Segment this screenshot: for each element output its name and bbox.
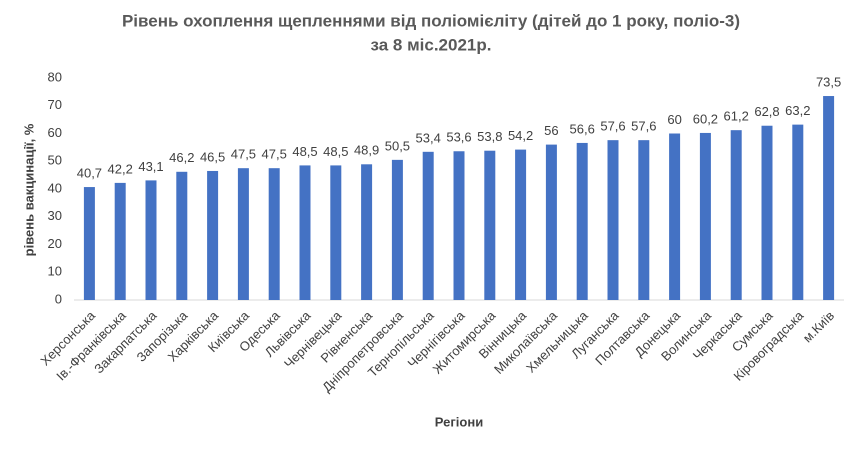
y-tick-label: 10	[48, 264, 62, 279]
bar	[114, 182, 126, 300]
bar	[361, 164, 373, 300]
chart-title: за 8 міс.2021р.	[371, 35, 492, 54]
bar	[730, 130, 742, 300]
data-label: 48,5	[323, 144, 348, 159]
y-tick-label: 20	[48, 236, 62, 251]
x-tick-label: м.Київ	[800, 308, 837, 345]
data-label: 48,9	[354, 143, 379, 158]
bar	[176, 171, 188, 300]
bar	[268, 168, 280, 300]
bar	[145, 180, 157, 300]
y-tick-label: 50	[48, 153, 62, 168]
data-label: 53,8	[477, 129, 502, 144]
y-tick-label: 40	[48, 180, 62, 195]
bar	[515, 149, 527, 300]
bar	[391, 159, 403, 300]
data-label: 47,5	[262, 147, 287, 162]
bar	[761, 125, 773, 300]
y-tick-label: 30	[48, 208, 62, 223]
data-label: 50,5	[385, 138, 410, 153]
data-label: 57,6	[631, 119, 656, 134]
data-label: 54,2	[508, 128, 533, 143]
y-tick-label: 80	[48, 69, 62, 84]
bar	[792, 124, 804, 301]
y-axis-title: рівень вакцинації, %	[21, 123, 36, 256]
bar	[607, 140, 619, 300]
bar	[699, 132, 711, 300]
data-label: 73,5	[816, 74, 841, 89]
data-label: 61,2	[724, 109, 749, 124]
data-label: 40,7	[77, 165, 102, 180]
data-label: 60	[667, 112, 681, 127]
data-label: 57,6	[600, 119, 625, 134]
data-label: 60,2	[693, 111, 718, 126]
x-axis-title: Регіони	[435, 414, 483, 429]
bar	[83, 187, 95, 300]
data-label: 46,2	[169, 150, 194, 165]
data-label: 53,4	[416, 130, 441, 145]
bar	[545, 144, 557, 300]
data-label: 53,6	[446, 130, 471, 145]
bar	[823, 96, 835, 300]
bar	[576, 142, 588, 300]
data-label: 63,2	[785, 103, 810, 118]
bar	[299, 165, 311, 300]
data-label: 43,1	[138, 159, 163, 174]
bar	[484, 150, 496, 300]
bar	[207, 170, 219, 300]
chart-title: Рівень охоплення щепленнями від поліоміє…	[122, 11, 740, 30]
data-label: 48,5	[292, 144, 317, 159]
bar	[330, 165, 342, 300]
y-tick-label: 0	[55, 291, 62, 306]
data-label: 42,2	[108, 161, 133, 176]
data-label: 62,8	[754, 104, 779, 119]
data-label: 46,5	[200, 149, 225, 164]
data-label: 56	[544, 123, 558, 138]
bar	[669, 133, 681, 300]
data-label: 47,5	[231, 147, 256, 162]
bar	[638, 140, 650, 300]
y-tick-label: 70	[48, 97, 62, 112]
bar	[453, 151, 465, 300]
bar	[422, 151, 434, 300]
bar	[237, 168, 249, 300]
y-tick-label: 60	[48, 125, 62, 140]
data-label: 56,6	[570, 121, 595, 136]
